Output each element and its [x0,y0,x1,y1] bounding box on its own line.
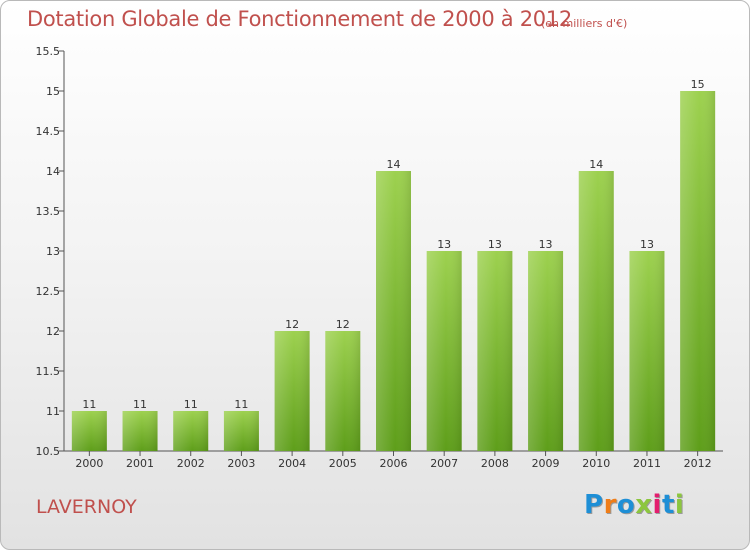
x-tick-label: 2007 [430,457,458,470]
bar-value-label: 12 [336,318,350,331]
logo-letter: t [661,490,675,520]
bar-shade [122,411,158,451]
bar-value-label: 13 [539,238,553,251]
y-tick-label: 13 [46,245,60,258]
x-tick-label: 2010 [582,457,610,470]
x-tick-label: 2009 [532,457,560,470]
x-tick-label: 2000 [75,457,103,470]
bar-value-label: 11 [133,398,147,411]
x-tick-label: 2001 [126,457,154,470]
x-tick-label: 2011 [633,457,661,470]
logo-letter: x [635,490,653,520]
y-tick-label: 15 [46,85,60,98]
y-tick-label: 11.5 [36,365,61,378]
logo-letter: o [616,490,636,520]
y-tick-label: 13.5 [36,205,61,218]
x-tick-label: 2002 [177,457,205,470]
bar-shade [528,251,564,451]
y-tick-label: 14.5 [36,125,61,138]
bar-value-label: 14 [589,158,603,171]
x-tick-label: 2006 [380,457,408,470]
y-tick-label: 10.5 [36,445,61,458]
bar-shade [223,411,259,451]
bar-shade [680,91,716,451]
proxiti-logo[interactable]: Proxiti [584,490,684,520]
bar-value-label: 13 [640,238,654,251]
logo-letter: i [674,490,685,520]
logo-letter: r [603,490,617,520]
bar-value-label: 13 [488,238,502,251]
bar-shade [325,331,361,451]
y-tick-label: 12 [46,325,60,338]
bar-shade [274,331,310,451]
chart-title: Dotation Globale de Fonctionnement de 20… [27,7,572,31]
chart-subtitle: (en milliers d'€) [541,17,628,30]
bar-shade [376,171,411,451]
x-tick-label: 2008 [481,457,509,470]
bar-value-label: 11 [184,398,198,411]
y-tick-label: 12.5 [36,285,61,298]
logo-letter: i [652,490,662,520]
x-tick-label: 2012 [684,457,712,470]
logo-letter: P [584,490,604,520]
y-tick-label: 11 [46,405,60,418]
bar-shade [173,411,209,451]
x-axis-ticks: 2000 2001 2002 2003 2004 2005 2006 2007 2008 2009… [75,451,712,470]
bar-shade [71,411,107,451]
y-tick-label: 15.5 [36,45,61,58]
bar-value-label: 13 [437,238,451,251]
y-axis-ticks: 10.5 11 11.5 12 12.5 13 13.5 14 14.5 15 15.5 [36,45,64,458]
x-tick-label: 2004 [278,457,306,470]
bar-value-label: 11 [234,398,248,411]
y-tick-label: 14 [46,165,60,178]
bar-shade [426,251,462,451]
bars: 11 11 11 11 12 12 14 13 13 13 14 13 15 [71,78,716,451]
bar-shade [578,171,614,451]
bar-value-label: 15 [691,78,705,91]
bar-shade [629,251,665,451]
x-tick-label: 2003 [227,457,255,470]
bar-value-label: 12 [285,318,299,331]
bar-value-label: 14 [387,158,401,171]
bar-value-label: 11 [82,398,96,411]
bar-shade [477,251,513,451]
x-tick-label: 2005 [329,457,357,470]
commune-name: LAVERNOY [36,496,137,518]
